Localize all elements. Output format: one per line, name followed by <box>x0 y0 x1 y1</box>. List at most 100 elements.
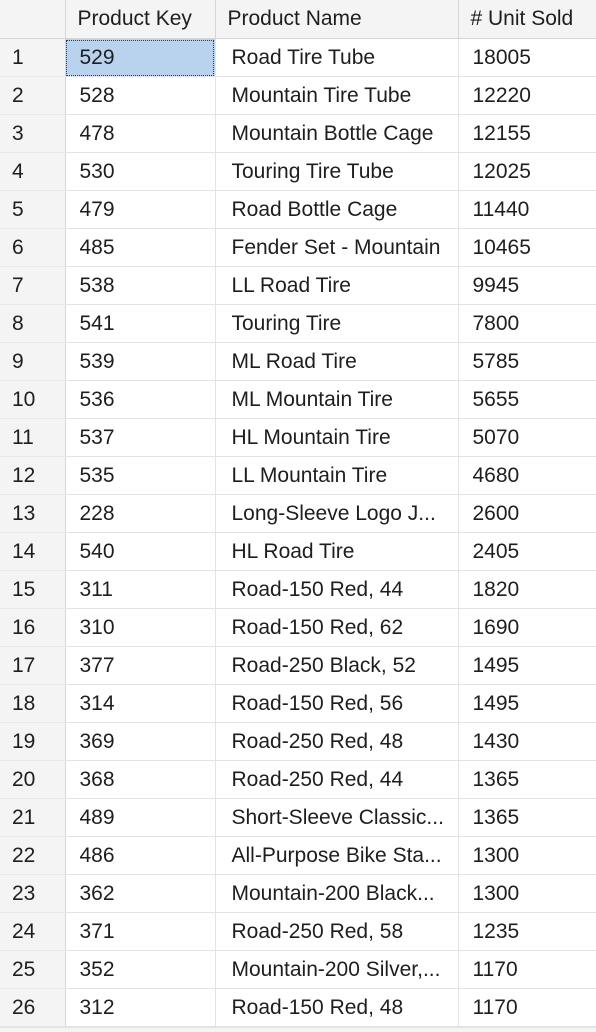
cell-units-sold[interactable]: 1365 <box>458 798 596 837</box>
table-row[interactable]: 25 352 Mountain-200 Silver,... 1170 <box>0 950 596 989</box>
cell-units-sold[interactable]: 1430 <box>458 722 596 761</box>
cell-product-key[interactable]: 369 <box>65 722 216 761</box>
row-number[interactable]: 11 <box>0 418 66 457</box>
cell-units-sold[interactable]: 5785 <box>458 342 596 381</box>
cell-units-sold[interactable]: 1365 <box>458 760 596 799</box>
table-row[interactable]: 13 228 Long-Sleeve Logo J... 2600 <box>0 494 596 533</box>
cell-product-key[interactable]: 368 <box>65 760 216 799</box>
cell-units-sold[interactable]: 1495 <box>458 684 596 723</box>
table-row[interactable]: 14 540 HL Road Tire 2405 <box>0 532 596 571</box>
table-row[interactable]: 17 377 Road-250 Black, 52 1495 <box>0 646 596 685</box>
cell-product-key[interactable]: 352 <box>65 950 216 989</box>
cell-product-name[interactable]: Road-250 Red, 58 <box>215 912 459 951</box>
cell-units-sold[interactable]: 9945 <box>458 266 596 305</box>
cell-product-key[interactable]: 537 <box>65 418 216 457</box>
cell-product-name[interactable]: Mountain Tire Tube <box>215 76 459 115</box>
table-row[interactable]: 19 369 Road-250 Red, 48 1430 <box>0 722 596 761</box>
cell-product-key[interactable]: 530 <box>65 152 216 191</box>
table-row[interactable]: 11 537 HL Mountain Tire 5070 <box>0 418 596 457</box>
row-number[interactable]: 14 <box>0 532 66 571</box>
cell-product-name[interactable]: Road-150 Red, 44 <box>215 570 459 609</box>
row-number[interactable]: 3 <box>0 114 66 153</box>
cell-product-key[interactable]: 486 <box>65 836 216 875</box>
cell-units-sold[interactable]: 12220 <box>458 76 596 115</box>
cell-product-key[interactable]: 535 <box>65 456 216 495</box>
cell-units-sold[interactable]: 18005 <box>458 38 596 77</box>
row-number[interactable]: 6 <box>0 228 66 267</box>
cell-product-key[interactable]: 539 <box>65 342 216 381</box>
row-number[interactable]: 7 <box>0 266 66 305</box>
select-all-corner[interactable] <box>0 0 66 39</box>
cell-product-key[interactable]: 538 <box>65 266 216 305</box>
row-number[interactable]: 2 <box>0 76 66 115</box>
table-row[interactable]: 16 310 Road-150 Red, 62 1690 <box>0 608 596 647</box>
cell-product-key[interactable]: 362 <box>65 874 216 913</box>
cell-product-name[interactable]: Long-Sleeve Logo J... <box>215 494 459 533</box>
cell-product-key[interactable]: 529 <box>65 38 216 77</box>
cell-product-name[interactable]: Road-250 Red, 48 <box>215 722 459 761</box>
cell-units-sold[interactable]: 2600 <box>458 494 596 533</box>
row-number[interactable]: 24 <box>0 912 66 951</box>
cell-units-sold[interactable]: 10465 <box>458 228 596 267</box>
row-number[interactable]: 21 <box>0 798 66 837</box>
cell-product-name[interactable]: Mountain Bottle Cage <box>215 114 459 153</box>
cell-product-name[interactable]: Touring Tire <box>215 304 459 343</box>
cell-units-sold[interactable]: 1170 <box>458 950 596 989</box>
row-number[interactable]: 12 <box>0 456 66 495</box>
table-row[interactable]: 23 362 Mountain-200 Black... 1300 <box>0 874 596 913</box>
cell-product-key[interactable]: 314 <box>65 684 216 723</box>
cell-product-name[interactable]: ML Road Tire <box>215 342 459 381</box>
column-header-units-sold[interactable]: # Unit Sold <box>458 0 596 39</box>
cell-units-sold[interactable]: 1300 <box>458 874 596 913</box>
table-row[interactable]: 8 541 Touring Tire 7800 <box>0 304 596 343</box>
cell-product-name[interactable]: Road-150 Red, 56 <box>215 684 459 723</box>
cell-product-name[interactable]: Touring Tire Tube <box>215 152 459 191</box>
table-row[interactable]: 7 538 LL Road Tire 9945 <box>0 266 596 305</box>
table-row[interactable]: 20 368 Road-250 Red, 44 1365 <box>0 760 596 799</box>
cell-product-name[interactable]: Road-250 Red, 44 <box>215 760 459 799</box>
column-header-product-name[interactable]: Product Name <box>215 0 459 39</box>
row-number[interactable]: 25 <box>0 950 66 989</box>
table-row[interactable]: 2 528 Mountain Tire Tube 12220 <box>0 76 596 115</box>
cell-units-sold[interactable]: 1235 <box>458 912 596 951</box>
row-number[interactable]: 13 <box>0 494 66 533</box>
cell-units-sold[interactable]: 5655 <box>458 380 596 419</box>
cell-product-key[interactable]: 479 <box>65 190 216 229</box>
cell-product-key[interactable]: 541 <box>65 304 216 343</box>
cell-product-name[interactable]: Road Tire Tube <box>215 38 459 77</box>
table-row[interactable]: 10 536 ML Mountain Tire 5655 <box>0 380 596 419</box>
cell-product-name[interactable]: Fender Set - Mountain <box>215 228 459 267</box>
cell-product-key[interactable]: 377 <box>65 646 216 685</box>
cell-product-name[interactable]: Road Bottle Cage <box>215 190 459 229</box>
cell-units-sold[interactable]: 7800 <box>458 304 596 343</box>
row-number[interactable]: 1 <box>0 38 66 77</box>
cell-product-key[interactable]: 312 <box>65 988 216 1027</box>
cell-product-key[interactable]: 371 <box>65 912 216 951</box>
row-number[interactable]: 10 <box>0 380 66 419</box>
cell-units-sold[interactable]: 12025 <box>458 152 596 191</box>
table-row[interactable]: 15 311 Road-150 Red, 44 1820 <box>0 570 596 609</box>
table-row[interactable]: 3 478 Mountain Bottle Cage 12155 <box>0 114 596 153</box>
cell-product-name[interactable]: Road-150 Red, 48 <box>215 988 459 1027</box>
cell-units-sold[interactable]: 2405 <box>458 532 596 571</box>
cell-product-name[interactable]: Short-Sleeve Classic... <box>215 798 459 837</box>
row-number[interactable]: 23 <box>0 874 66 913</box>
row-number[interactable]: 16 <box>0 608 66 647</box>
cell-product-key[interactable]: 310 <box>65 608 216 647</box>
cell-product-key[interactable]: 485 <box>65 228 216 267</box>
table-row[interactable]: 5 479 Road Bottle Cage 11440 <box>0 190 596 229</box>
row-number[interactable]: 19 <box>0 722 66 761</box>
table-row[interactable]: 18 314 Road-150 Red, 56 1495 <box>0 684 596 723</box>
cell-units-sold[interactable]: 1820 <box>458 570 596 609</box>
cell-product-name[interactable]: Road-250 Black, 52 <box>215 646 459 685</box>
cell-product-key[interactable]: 489 <box>65 798 216 837</box>
cell-product-key[interactable]: 528 <box>65 76 216 115</box>
column-header-product-key[interactable]: Product Key <box>65 0 216 39</box>
cell-product-name[interactable]: ML Mountain Tire <box>215 380 459 419</box>
row-number[interactable]: 8 <box>0 304 66 343</box>
cell-product-name[interactable]: LL Road Tire <box>215 266 459 305</box>
row-number[interactable]: 17 <box>0 646 66 685</box>
table-row[interactable]: 22 486 All-Purpose Bike Sta... 1300 <box>0 836 596 875</box>
cell-product-name[interactable]: Road-150 Red, 62 <box>215 608 459 647</box>
row-number[interactable]: 18 <box>0 684 66 723</box>
